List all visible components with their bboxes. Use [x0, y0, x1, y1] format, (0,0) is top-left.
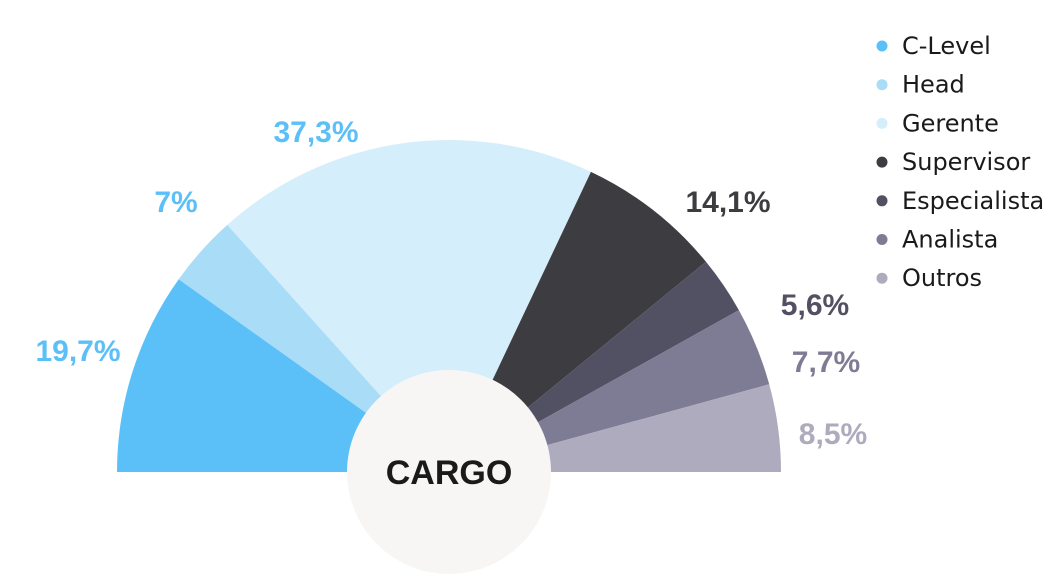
legend-label: Analista [902, 226, 998, 254]
data-label-analista: 7,7% [792, 346, 860, 379]
legend-label: Especialista [902, 187, 1044, 215]
data-label-c-level: 19,7% [35, 335, 120, 368]
data-label-especialista: 5,6% [781, 289, 849, 322]
chart-legend: C-Level Head Gerente Supervisor Especialista… [876, 32, 1044, 292]
legend-label: Gerente [902, 109, 999, 137]
legend-marker [876, 117, 888, 129]
legend-item-supervisor: Supervisor [876, 148, 1030, 176]
legend-item-analista: Analista [876, 226, 998, 254]
legend-marker [876, 79, 888, 91]
legend-marker [876, 156, 888, 168]
data-label-gerente: 37,3% [273, 116, 358, 149]
data-label-outros: 8,5% [799, 418, 867, 451]
legend-label: C-Level [902, 32, 991, 60]
data-label-supervisor: 14,1% [685, 186, 770, 219]
chart-data-labels: 19,7% 7% 37,3% 14,1% 5,6% 7,7% 8,5% [35, 116, 867, 451]
legend-label: Supervisor [902, 148, 1030, 176]
legend-marker [876, 195, 888, 207]
center-label: CARGO [386, 454, 513, 492]
legend-marker [876, 234, 888, 245]
legend-item-c-level: C-Level [876, 32, 991, 60]
data-label-head: 7% [154, 186, 197, 219]
center-badge: CARGO [347, 370, 551, 574]
legend-label: Outros [902, 264, 982, 292]
center-circle [347, 370, 551, 574]
legend-item-gerente: Gerente [876, 109, 999, 137]
legend-item-head: Head [876, 71, 965, 99]
legend-marker [876, 272, 888, 284]
legend-item-especialista: Especialista [876, 187, 1044, 215]
slice-gerente [227, 139, 591, 473]
legend-item-outros: Outros [876, 264, 982, 292]
legend-marker [876, 40, 888, 52]
legend-label: Head [902, 71, 965, 99]
